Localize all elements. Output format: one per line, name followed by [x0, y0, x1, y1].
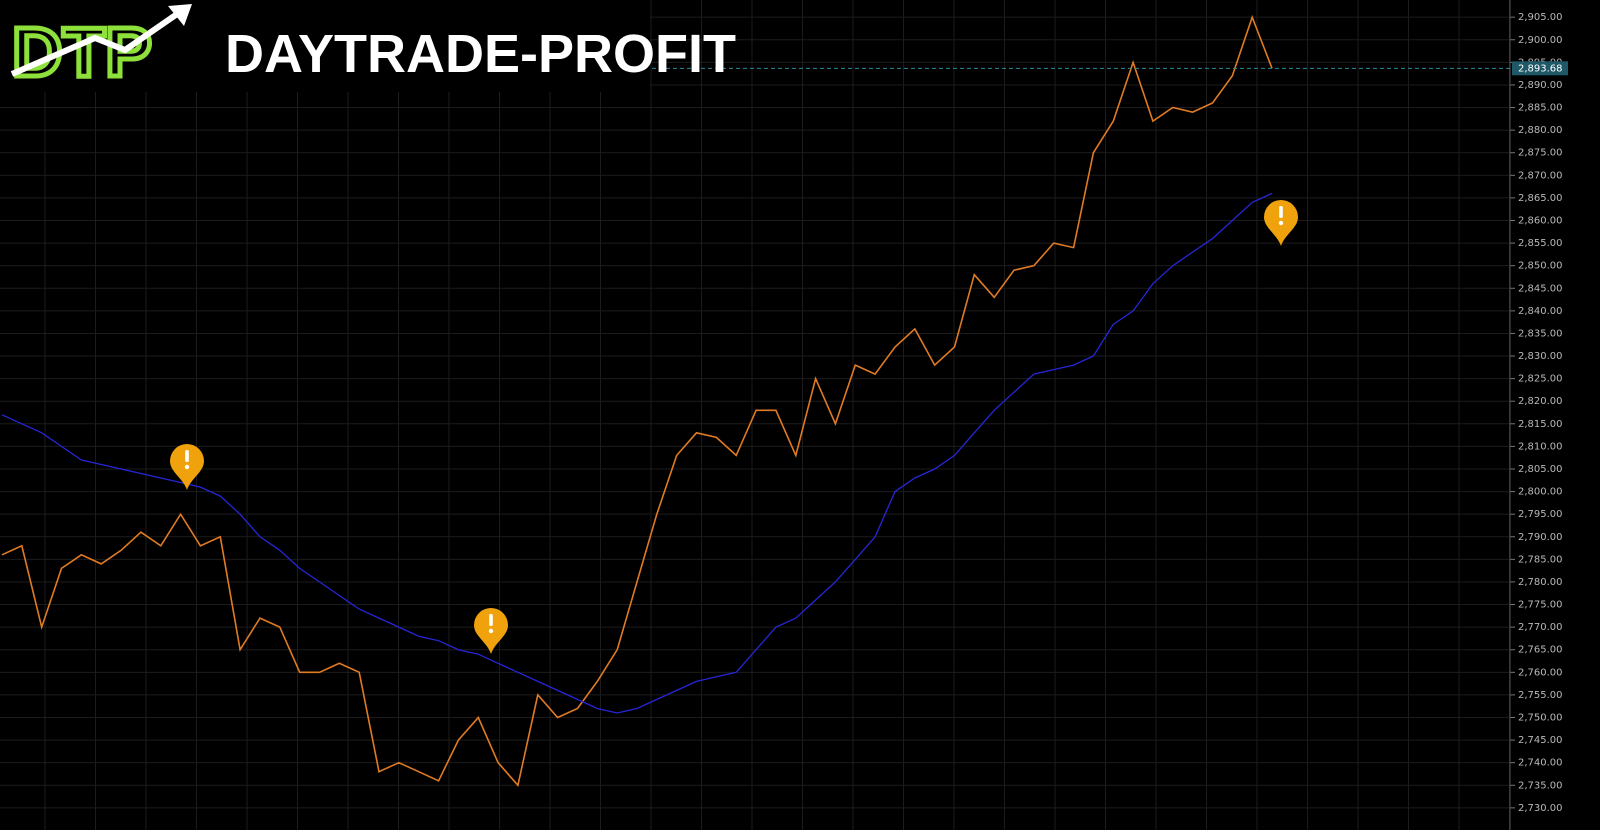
alert-bang [489, 614, 493, 626]
y-tick-label: 2,870.00 [1518, 170, 1563, 181]
series-line [1, 14, 1273, 788]
alert-dot [184, 464, 190, 470]
y-tick-label: 2,850.00 [1518, 261, 1563, 272]
y-tick-label: 2,765.00 [1518, 645, 1563, 656]
logo-mark: DTP [12, 13, 152, 91]
y-tick-label: 2,875.00 [1518, 148, 1563, 159]
y-tick-label: 2,820.00 [1518, 396, 1563, 407]
y-tick-label: 2,825.00 [1518, 374, 1563, 385]
y-tick-label: 2,795.00 [1518, 509, 1563, 520]
y-tick-label: 2,865.00 [1518, 193, 1563, 204]
y-tick-label: 2,810.00 [1518, 441, 1563, 452]
y-tick-label: 2,845.00 [1518, 283, 1563, 294]
y-tick-label: 2,780.00 [1518, 577, 1563, 588]
y-tick-label: 2,760.00 [1518, 667, 1563, 678]
y-tick-label: 2,900.00 [1518, 35, 1563, 46]
logo: DTP DAYTRADE-PROFIT [0, 0, 736, 94]
vertical-grid [44, 0, 1510, 830]
y-tick-label: 2,740.00 [1518, 758, 1563, 769]
y-tick-label: 2,785.00 [1518, 554, 1563, 565]
y-tick-label: 2,755.00 [1518, 690, 1563, 701]
y-tick-label: 2,790.00 [1518, 532, 1563, 543]
series-line [1, 192, 1273, 714]
y-tick-label: 2,730.00 [1518, 803, 1563, 814]
alert-bang [185, 450, 189, 462]
y-tick-label: 2,835.00 [1518, 328, 1563, 339]
y-tick-label: 2,735.00 [1518, 780, 1563, 791]
y-tick-label: 2,855.00 [1518, 238, 1563, 249]
y-tick-label: 2,830.00 [1518, 351, 1563, 362]
y-tick-label: 2,805.00 [1518, 464, 1563, 475]
y-tick-label: 2,775.00 [1518, 600, 1563, 611]
logo-arrow [10, 9, 182, 77]
y-tick-label: 2,860.00 [1518, 215, 1563, 226]
logo-arrowhead [168, 4, 192, 26]
y-tick-label: 2,750.00 [1518, 712, 1563, 723]
alert-dot [1278, 220, 1284, 226]
last-price-box [1512, 61, 1568, 76]
y-tick-label: 2,745.00 [1518, 735, 1563, 746]
last-price-label: 2,893.68 [1518, 63, 1563, 74]
y-tick-label: 2,840.00 [1518, 306, 1563, 317]
y-tick-label: 2,890.00 [1518, 80, 1563, 91]
y-tick-label: 2,885.00 [1518, 103, 1563, 114]
y-tick-label: 2,800.00 [1518, 487, 1563, 498]
y-tick-label: 2,905.00 [1518, 12, 1563, 23]
y-tick-label: 2,880.00 [1518, 125, 1563, 136]
alert-bang [1279, 206, 1283, 218]
alert-dot [488, 628, 494, 634]
logo-text: DAYTRADE-PROFIT [225, 24, 736, 84]
y-tick-label: 2,770.00 [1518, 622, 1563, 633]
y-tick-label: 2,815.00 [1518, 419, 1563, 430]
